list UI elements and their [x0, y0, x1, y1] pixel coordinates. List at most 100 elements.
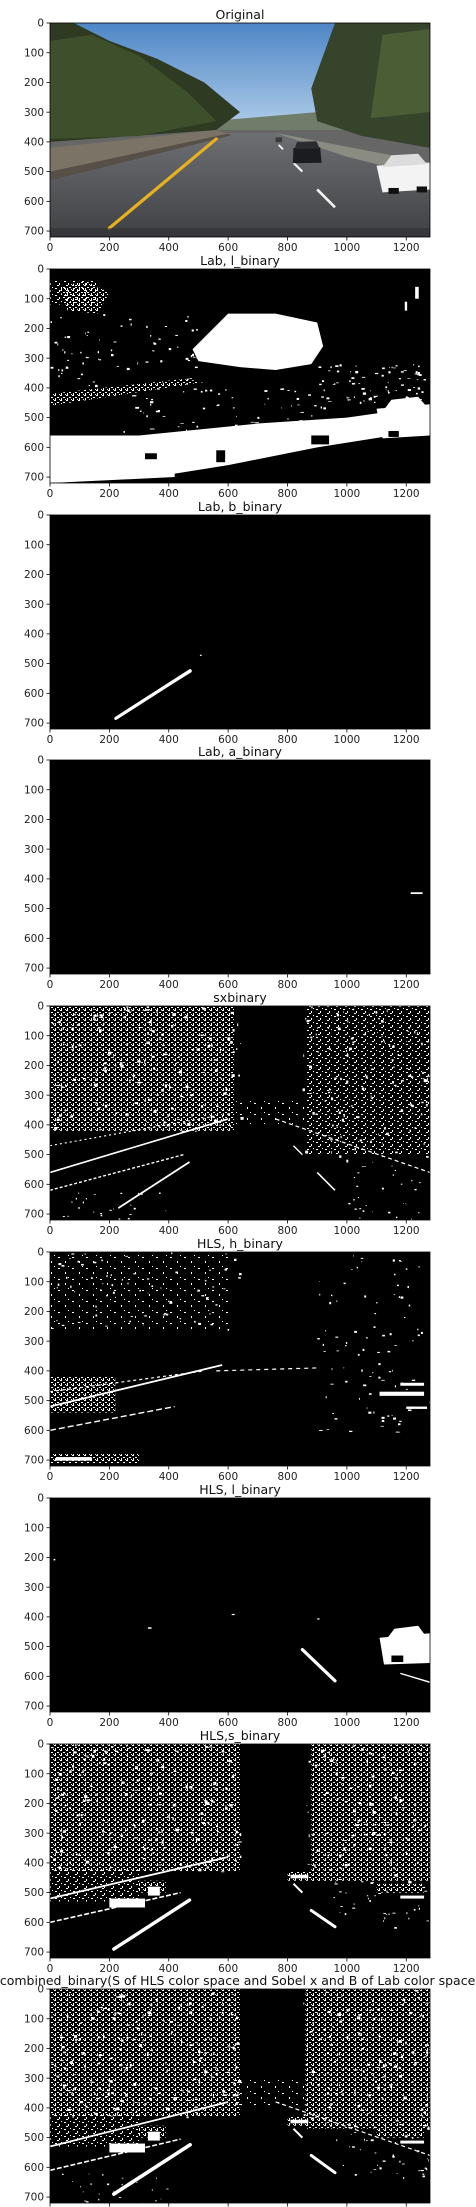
y-tick-label: 400: [24, 1857, 44, 1869]
x-tick-label: 200: [99, 979, 119, 991]
x-tick-label: 1200: [393, 1471, 420, 1483]
y-tick-label: 400: [24, 1119, 44, 1131]
x-tick-label: 800: [277, 979, 297, 991]
y-tick-label: 200: [24, 77, 44, 89]
y-tick-label: 400: [24, 1365, 44, 1377]
y-tick-label: 500: [24, 1149, 44, 1161]
y-tick-label: 400: [24, 873, 44, 885]
axes-frame: [49, 759, 431, 975]
panel-image: [50, 760, 430, 974]
y-tick-label: 100: [24, 2013, 44, 2025]
x-tick-label: 400: [159, 979, 179, 991]
panel-title: Lab, a_binary: [198, 744, 283, 759]
x-tick-label: 1200: [393, 979, 420, 991]
x-tick-label: 800: [277, 1963, 297, 1975]
x-tick-label: 0: [47, 1717, 54, 1729]
y-tick-label: 0: [37, 1493, 44, 1505]
x-tick-label: 1200: [393, 488, 420, 500]
panel-title: HLS, h_binary: [197, 1236, 284, 1251]
y-tick-label: 600: [24, 1671, 44, 1683]
x-tick-label: 400: [159, 1225, 179, 1237]
y-tick-label: 100: [24, 47, 44, 59]
axes-frame: [49, 1251, 431, 1467]
x-tick-label: 0: [47, 1471, 54, 1483]
y-tick-label: 400: [24, 136, 44, 148]
y-tick-label: 700: [24, 1209, 44, 1221]
x-tick-label: 1200: [393, 242, 420, 254]
x-tick-label: 800: [277, 1471, 297, 1483]
axes-frame: [49, 1988, 431, 2204]
y-tick-label: 0: [37, 755, 44, 767]
x-tick-label: 0: [47, 488, 54, 500]
x-tick-label: 600: [218, 488, 238, 500]
y-tick-label: 600: [24, 196, 44, 208]
y-tick-label: 500: [24, 412, 44, 424]
panel-lab_a: Lab, a_binary 0 200 400 600 800 1000 1200 0 100 20…: [24, 744, 431, 991]
y-tick-label: 300: [24, 1336, 44, 1348]
y-tick-label: 600: [24, 2162, 44, 2174]
y-tick-label: 400: [24, 1611, 44, 1623]
y-tick-label: 500: [24, 1395, 44, 1407]
y-tick-label: 200: [24, 1060, 44, 1072]
y-tick-label: 200: [24, 569, 44, 581]
y-tick-label: 100: [24, 1522, 44, 1534]
y-tick-label: 700: [24, 1455, 44, 1467]
y-tick-label: 600: [24, 933, 44, 945]
x-tick-label: 1000: [334, 734, 361, 746]
axes-frame: [49, 1743, 431, 1959]
y-tick-label: 200: [24, 814, 44, 826]
x-tick-label: 1000: [334, 1963, 361, 1975]
panel-title: combined_binary(S of HLS color space and…: [0, 1973, 476, 1988]
x-tick-label: 0: [47, 1963, 54, 1975]
x-tick-label: 0: [47, 979, 54, 991]
x-tick-label: 400: [159, 242, 179, 254]
x-tick-label: 600: [218, 979, 238, 991]
x-tick-label: 600: [218, 734, 238, 746]
x-tick-label: 200: [99, 1963, 119, 1975]
x-tick-label: 200: [99, 488, 119, 500]
x-tick-label: 1000: [334, 979, 361, 991]
panel-image: [50, 1989, 430, 2203]
axes-frame: [49, 514, 431, 730]
panel-hls_l: HLS, l_binary 0 200 400 600 800 1000 1200 0 100 20…: [24, 1482, 431, 1729]
y-tick-label: 600: [24, 1917, 44, 1929]
panel-title: sxbinary: [213, 990, 267, 1005]
y-tick-label: 500: [24, 2132, 44, 2144]
y-tick-label: 300: [24, 107, 44, 119]
axes-frame: [49, 268, 431, 484]
y-tick-label: 0: [37, 1739, 44, 1751]
y-tick-label: 100: [24, 1768, 44, 1780]
y-tick-label: 300: [24, 1090, 44, 1102]
y-tick-label: 0: [37, 1247, 44, 1259]
panel-original: Original 0 200 400 600 800 1000 1200 0 100 200 300 4…: [24, 7, 431, 254]
y-tick-label: 0: [37, 18, 44, 30]
x-tick-label: 0: [47, 1225, 54, 1237]
x-tick-label: 200: [99, 1717, 119, 1729]
panel-title: Original: [216, 7, 265, 22]
x-tick-label: 600: [218, 1471, 238, 1483]
y-tick-label: 300: [24, 599, 44, 611]
panel-image: [50, 1252, 430, 1466]
y-tick-label: 700: [24, 963, 44, 975]
panel-image: [50, 1006, 430, 1220]
panel-title: Lab, b_binary: [198, 499, 283, 514]
panel-sobel_x: sxbinary 0 200 400 600 800 1000 1200 0 100 200 300 4…: [24, 990, 431, 1237]
panel-title: HLS, l_binary: [199, 1482, 281, 1497]
y-tick-label: 400: [24, 382, 44, 394]
x-tick-label: 1000: [334, 488, 361, 500]
y-tick-label: 300: [24, 1582, 44, 1594]
y-tick-label: 700: [24, 1947, 44, 1959]
panel-image: [50, 515, 430, 729]
x-tick-label: 800: [277, 242, 297, 254]
panel-image: [50, 269, 430, 483]
x-tick-label: 1000: [334, 1471, 361, 1483]
x-tick-label: 800: [277, 488, 297, 500]
x-tick-label: 1200: [393, 1717, 420, 1729]
y-tick-label: 700: [24, 1701, 44, 1713]
y-tick-label: 0: [37, 1984, 44, 1996]
y-tick-label: 600: [24, 442, 44, 454]
x-tick-label: 1000: [334, 242, 361, 254]
axes-frame: [49, 1005, 431, 1221]
axes-frame: [49, 1497, 431, 1713]
x-tick-label: 0: [47, 734, 54, 746]
